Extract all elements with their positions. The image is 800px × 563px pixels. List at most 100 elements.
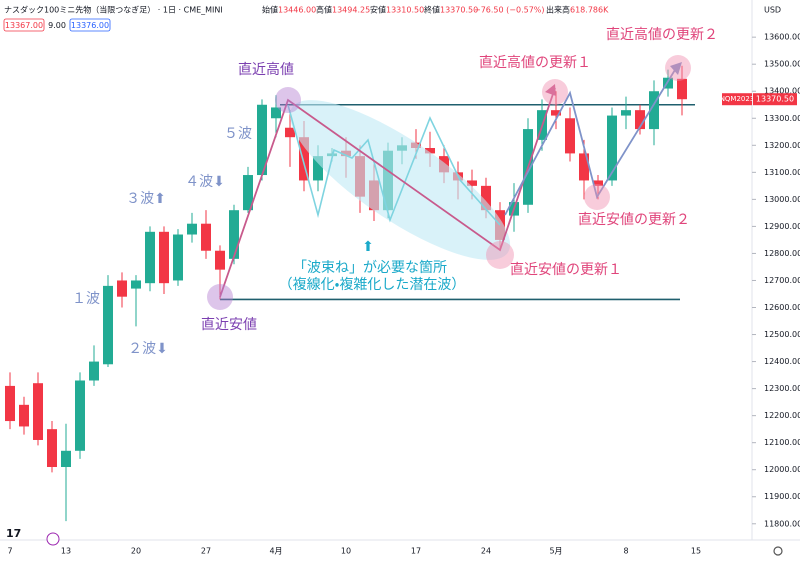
- ohlc-readout: 始値 13446.00 高値 13494.25 安値 13310.50 終値 13370.50…: [262, 5, 609, 15]
- low-update-marker: [584, 184, 610, 210]
- label-wave1: １波: [72, 291, 100, 307]
- label-low-update2: 直近安値の更新２: [578, 212, 690, 228]
- y-tick-label: 12400.00: [764, 357, 800, 366]
- symbol-title: ナスダック100ミニ先物（当限つなぎ足） · 1日 · CME_MINI: [4, 5, 223, 15]
- y-tick-label: 12900.00: [764, 222, 800, 231]
- logo: 17: [6, 527, 21, 540]
- label-wave2: ２波⬇: [128, 341, 168, 357]
- ohlc-value: 13446.00: [278, 6, 316, 15]
- candle-body: [159, 231, 169, 284]
- candle-body: [649, 91, 659, 130]
- x-tick-label: 13: [61, 547, 71, 556]
- candle-body: [425, 148, 435, 154]
- candle-body: [229, 210, 239, 259]
- candle-body: [89, 361, 99, 381]
- high-update-marker: [665, 55, 691, 81]
- candle-body: [5, 385, 15, 422]
- y-tick-label: 11800.00: [764, 519, 800, 528]
- label-high-update2: 直近高値の更新２: [606, 26, 718, 43]
- y-tick-label: 12200.00: [764, 411, 800, 420]
- candle-body: [131, 280, 141, 289]
- label-bundle: 「波束ね」が必要な箇所: [293, 259, 447, 276]
- label-low-update1: 直近安値の更新１: [510, 262, 622, 278]
- event-marker[interactable]: [46, 532, 60, 546]
- candle-body: [257, 104, 267, 176]
- ohlc-value: 13370.50: [440, 6, 478, 15]
- candle-body: [621, 110, 631, 116]
- bid-box[interactable]: [3, 18, 45, 32]
- label-wave5: ５波: [224, 126, 252, 142]
- high-update-marker: [542, 79, 568, 105]
- spread: 9.00: [48, 21, 66, 30]
- x-tick-label: 8: [623, 547, 628, 556]
- symbol-tag-box: [722, 93, 752, 106]
- candle-body: [173, 234, 183, 281]
- ask-price[interactable]: 13376.00: [71, 21, 109, 30]
- candle-body: [243, 175, 253, 211]
- candle-body: [117, 280, 127, 297]
- label-recent-high: 直近高値: [238, 61, 294, 78]
- y-tick-label: 11900.00: [764, 492, 800, 501]
- arrow-head: [545, 84, 556, 96]
- price-tag-box: [753, 93, 797, 106]
- ask-box[interactable]: [69, 18, 111, 32]
- low-marker: [207, 284, 233, 310]
- candle-body: [551, 110, 561, 116]
- update-wave-line: [504, 64, 679, 216]
- currency: USD: [764, 6, 781, 15]
- candle-body: [481, 185, 491, 211]
- y-tick-label: 12300.00: [764, 384, 800, 393]
- x-tick-label: 10: [341, 547, 351, 556]
- y-tick-label: 12600.00: [764, 303, 800, 312]
- symbol-tag: NQM2023: [720, 95, 755, 103]
- candle-body: [271, 107, 281, 119]
- y-tick-label: 13600.00: [764, 33, 800, 42]
- candle-body: [677, 78, 687, 100]
- candle-body: [635, 110, 645, 130]
- label-high-update1: 直近高値の更新１: [479, 54, 591, 71]
- annotation-overlay: 直近高値 直近安値 １波 ２波⬇ ３波⬆ ４波⬇ ５波 ⬆ 「波束ね」が必要な箇…: [72, 26, 718, 357]
- candle-body: [593, 180, 603, 186]
- settings-icon[interactable]: [773, 546, 783, 556]
- y-tick-label: 13000.00: [764, 195, 800, 204]
- ohlc-value: 13310.50: [386, 6, 424, 15]
- ohlc-label: 高値: [316, 5, 332, 15]
- y-tick-label: 12100.00: [764, 438, 800, 447]
- x-tick-label: 27: [201, 547, 211, 556]
- bid-price[interactable]: 13367.00: [5, 21, 43, 30]
- candle-body: [467, 180, 477, 186]
- candle-body: [103, 285, 113, 365]
- candle-body: [61, 450, 71, 468]
- x-tick-label: 15: [691, 547, 701, 556]
- ohlc-value: 13494.25: [332, 6, 370, 15]
- y-tick-label: 13400.00: [764, 87, 800, 96]
- y-tick-label: 13300.00: [764, 114, 800, 123]
- ohlc-label: 安値: [370, 5, 386, 15]
- volume-label: 出来高: [546, 5, 570, 15]
- candle-body: [187, 223, 197, 235]
- candle-body: [663, 77, 673, 89]
- x-tick-label: 20: [131, 547, 141, 556]
- y-tick-label: 12500.00: [764, 330, 800, 339]
- candle-body: [47, 429, 57, 468]
- x-tick-label: 5月: [549, 547, 562, 556]
- candle-body: [607, 115, 617, 181]
- y-tick-label: 13500.00: [764, 60, 800, 69]
- candle-body: [285, 127, 295, 138]
- arrow-up: ⬆: [362, 239, 374, 255]
- label-wave4: ４波⬇: [185, 174, 225, 190]
- candle-body: [215, 250, 225, 270]
- x-tick-label: 7: [7, 547, 12, 556]
- label-wave3: ３波⬆: [126, 191, 166, 207]
- y-tick-label: 12800.00: [764, 249, 800, 258]
- ohlc-label: 終値: [424, 5, 440, 15]
- ohlc-label: 始値: [262, 5, 278, 15]
- candle-body: [33, 383, 43, 440]
- candle-body: [75, 380, 85, 451]
- latent-wave: [287, 104, 501, 226]
- wave-line: [219, 87, 556, 298]
- low-update-marker: [486, 241, 514, 269]
- price-tag: 13370.50: [756, 95, 794, 104]
- y-tick-label: 12700.00: [764, 276, 800, 285]
